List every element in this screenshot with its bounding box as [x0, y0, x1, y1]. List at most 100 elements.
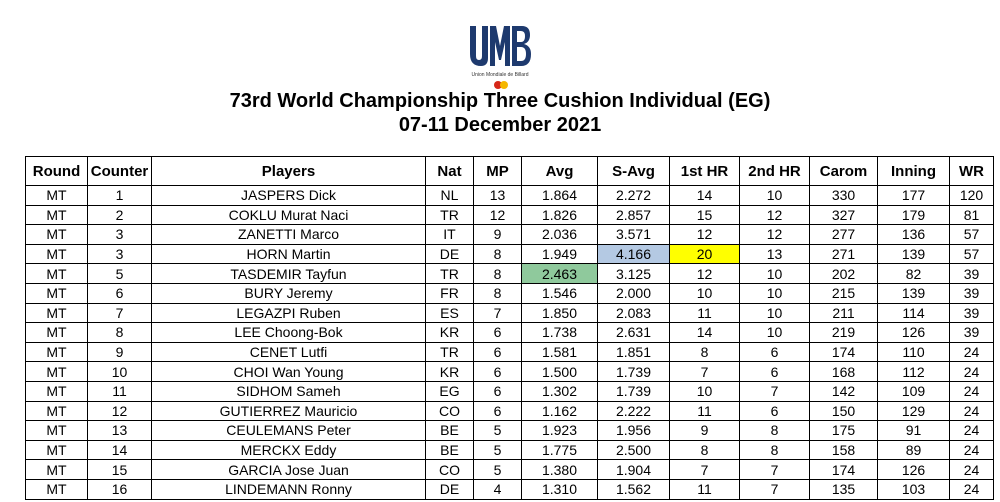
cell-second-hr: 10: [739, 263, 810, 284]
cell-mp: 7: [473, 302, 522, 324]
cell-nat: CO: [425, 459, 474, 480]
cell-players: SIDHOM Sameh: [151, 380, 426, 402]
cell-avg: 1.380: [521, 459, 598, 480]
cell-counter: 15: [87, 459, 152, 480]
umb-logo-mark: [470, 26, 531, 66]
column-header-avg: Avg: [521, 156, 598, 186]
table-row: MT 1 JASPERS Dick NL 13 1.864 2.272 14 10 330 177 1…: [25, 185, 994, 206]
cell-s-avg: 2.500: [597, 439, 670, 461]
cell-round: MT: [25, 302, 88, 324]
cell-nat: KR: [425, 322, 474, 343]
cell-counter: 11: [87, 380, 152, 402]
cell-nat: BE: [425, 420, 474, 441]
cell-counter: 9: [87, 341, 152, 363]
table-row: MT 5 TASDEMIR Tayfun TR 8 2.463 3.125 12 10 202 82…: [25, 263, 994, 284]
cell-inning: 179: [877, 204, 950, 226]
cell-round: MT: [25, 322, 88, 343]
cell-counter: 3: [87, 243, 152, 265]
cell-wr: 24: [949, 380, 994, 402]
cell-second-hr: 12: [739, 224, 810, 245]
column-header-players: Players: [151, 156, 426, 186]
cell-nat: TR: [425, 263, 474, 284]
cell-mp: 6: [473, 322, 522, 343]
cell-players: LINDEMANN Ronny: [151, 478, 426, 500]
cell-counter: 13: [87, 420, 152, 441]
cell-avg: 2.463: [521, 263, 598, 284]
cell-counter: 16: [87, 478, 152, 500]
cell-inning: 114: [877, 302, 950, 324]
cell-mp: 6: [473, 380, 522, 402]
cell-second-hr: 10: [739, 185, 810, 206]
cell-mp: 13: [473, 185, 522, 206]
cell-round: MT: [25, 224, 88, 245]
cell-first-hr: 8: [669, 439, 740, 461]
table-row: MT 6 BURY Jeremy FR 8 1.546 2.000 10 10 215 139 39: [25, 282, 994, 304]
cell-players: MERCKX Eddy: [151, 439, 426, 461]
cell-players: CHOI Wan Young: [151, 361, 426, 382]
column-header-nat: Nat: [425, 156, 474, 186]
cell-nat: NL: [425, 185, 474, 206]
cell-players: GARCIA Jose Juan: [151, 459, 426, 480]
cell-carom: 150: [809, 400, 878, 422]
cell-carom: 271: [809, 243, 878, 265]
cell-nat: ES: [425, 302, 474, 324]
cell-mp: 9: [473, 224, 522, 245]
cell-avg: 1.923: [521, 420, 598, 441]
cell-players: CENET Lutfi: [151, 341, 426, 363]
cell-round: MT: [25, 341, 88, 363]
cell-wr: 24: [949, 400, 994, 422]
cell-s-avg: 1.851: [597, 341, 670, 363]
cell-nat: DE: [425, 478, 474, 500]
column-header-counter: Counter: [87, 156, 152, 186]
cell-players: COKLU Murat Naci: [151, 204, 426, 226]
cell-avg: 1.850: [521, 302, 598, 324]
cell-mp: 5: [473, 420, 522, 441]
cell-first-hr: 9: [669, 420, 740, 441]
cell-carom: 277: [809, 224, 878, 245]
cell-s-avg: 2.631: [597, 322, 670, 343]
cell-players: TASDEMIR Tayfun: [151, 263, 426, 284]
cell-s-avg: 2.222: [597, 400, 670, 422]
cell-first-hr: 7: [669, 459, 740, 480]
cell-s-avg: 3.125: [597, 263, 670, 284]
cell-round: MT: [25, 361, 88, 382]
cell-avg: 1.310: [521, 478, 598, 500]
cell-s-avg: 4.166: [597, 243, 670, 265]
cell-nat: TR: [425, 341, 474, 363]
cell-second-hr: 10: [739, 302, 810, 324]
cell-round: MT: [25, 243, 88, 265]
cell-carom: 327: [809, 204, 878, 226]
cell-inning: 91: [877, 420, 950, 441]
cell-carom: 168: [809, 361, 878, 382]
cell-avg: 2.036: [521, 224, 598, 245]
cell-carom: 219: [809, 322, 878, 343]
ranking-table: Round Counter Players Nat MP Avg S-Avg 1st HR 2n…: [25, 156, 994, 500]
cell-counter: 10: [87, 361, 152, 382]
cell-round: MT: [25, 282, 88, 304]
table-row: MT 9 CENET Lutfi TR 6 1.581 1.851 8 6 174 110 24: [25, 341, 994, 363]
cell-inning: 103: [877, 478, 950, 500]
cell-s-avg: 1.904: [597, 459, 670, 480]
cell-players: LEE Choong-Bok: [151, 322, 426, 343]
cell-first-hr: 10: [669, 282, 740, 304]
cell-inning: 110: [877, 341, 950, 363]
cell-counter: 12: [87, 400, 152, 422]
table-row: MT 10 CHOI Wan Young KR 6 1.500 1.739 7 6 168 112 2…: [25, 361, 994, 382]
cell-wr: 39: [949, 322, 994, 343]
cell-carom: 211: [809, 302, 878, 324]
cell-counter: 14: [87, 439, 152, 461]
cell-second-hr: 8: [739, 439, 810, 461]
cell-carom: 330: [809, 185, 878, 206]
cell-round: MT: [25, 420, 88, 441]
cell-inning: 89: [877, 439, 950, 461]
cell-carom: 174: [809, 341, 878, 363]
column-header-round: Round: [25, 156, 88, 186]
column-header-wr: WR: [949, 156, 994, 186]
table-row: MT 12 GUTIERREZ Mauricio CO 6 1.162 2.222 11 6 15…: [25, 400, 994, 422]
cell-avg: 1.775: [521, 439, 598, 461]
cell-mp: 12: [473, 204, 522, 226]
logo-subtitle: Union Mondiale de Billard: [471, 72, 529, 78]
cell-second-hr: 6: [739, 361, 810, 382]
cell-counter: 7: [87, 302, 152, 324]
column-header-s-avg: S-Avg: [597, 156, 670, 186]
